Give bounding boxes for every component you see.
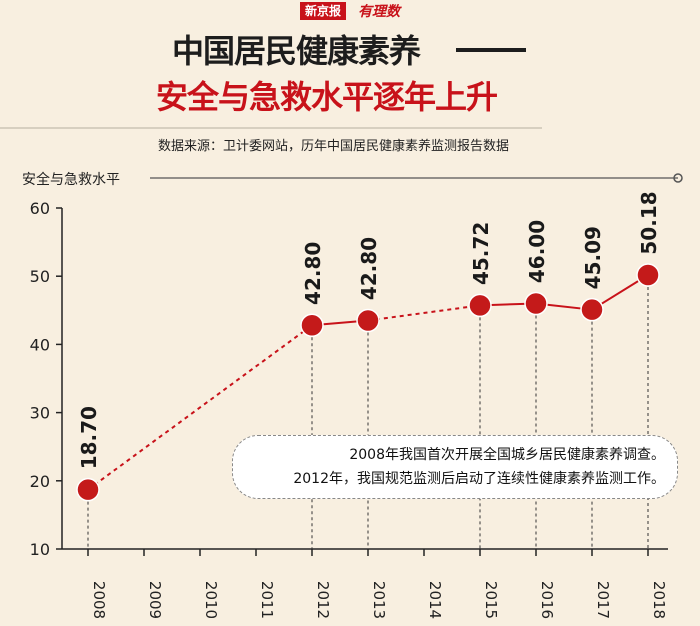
x-tick-label: 2014	[426, 581, 444, 619]
publisher-logo: 新京报 有理数	[300, 2, 400, 22]
x-tick-label: 2012	[314, 581, 332, 619]
x-tick-label: 2011	[258, 581, 276, 619]
data-label: 42.80	[357, 237, 381, 300]
data-point	[356, 308, 380, 333]
series-segment	[87, 324, 313, 491]
data-point	[580, 297, 604, 322]
data-label: 46.00	[525, 220, 549, 283]
x-tick-label: 2009	[146, 581, 164, 619]
data-point	[524, 291, 548, 316]
y-tick-label: 20	[30, 472, 50, 491]
data-point	[76, 477, 100, 502]
annotation-line-2: 2012年，我国规范监测后启动了连续性健康素养监测工作。	[293, 471, 665, 487]
x-tick-label: 2013	[370, 581, 388, 619]
data-point	[300, 313, 324, 338]
y-tick-label: 30	[30, 404, 50, 423]
x-tick-label: 2015	[482, 581, 500, 619]
data-label: 50.18	[637, 191, 661, 254]
series-segment	[367, 304, 481, 322]
logo-brand: 新京报	[300, 2, 347, 20]
x-tick-label: 2016	[538, 581, 556, 619]
x-tick-label: 2008	[90, 581, 108, 619]
y-tick-label: 60	[30, 199, 50, 218]
y-tick-label: 10	[30, 540, 50, 559]
ylabel-rule-end-marker	[673, 173, 683, 183]
x-tick-label: 2010	[202, 581, 220, 619]
title-line-1: 中国居民健康素养	[172, 32, 421, 70]
data-source: 数据来源：卫计委网站，历年中国居民健康素养监测报告数据	[158, 139, 510, 154]
title-line-2: 安全与急救水平逐年上升	[156, 78, 498, 116]
x-tick-label: 2017	[594, 581, 612, 619]
data-label: 42.80	[301, 242, 325, 305]
annotation-line-1: 2008年我国首次开展全国城乡居民健康素养调查。	[349, 447, 665, 463]
annotation-box: 2008年我国首次开展全国城乡居民健康素养调查。 2012年，我国规范监测后启动…	[232, 435, 678, 499]
data-point	[468, 293, 492, 318]
data-label: 45.09	[581, 226, 605, 289]
x-tick-label: 2018	[650, 581, 668, 619]
logo-sub: 有理数	[358, 4, 400, 20]
data-label: 45.72	[469, 222, 493, 285]
y-tick-label: 50	[30, 267, 50, 286]
y-tick-label: 40	[30, 335, 50, 354]
title-dash	[456, 48, 526, 52]
y-axis-title: 安全与急救水平	[22, 171, 120, 188]
data-point	[636, 263, 660, 287]
header-divider	[0, 127, 542, 129]
data-label: 18.70	[77, 406, 101, 469]
